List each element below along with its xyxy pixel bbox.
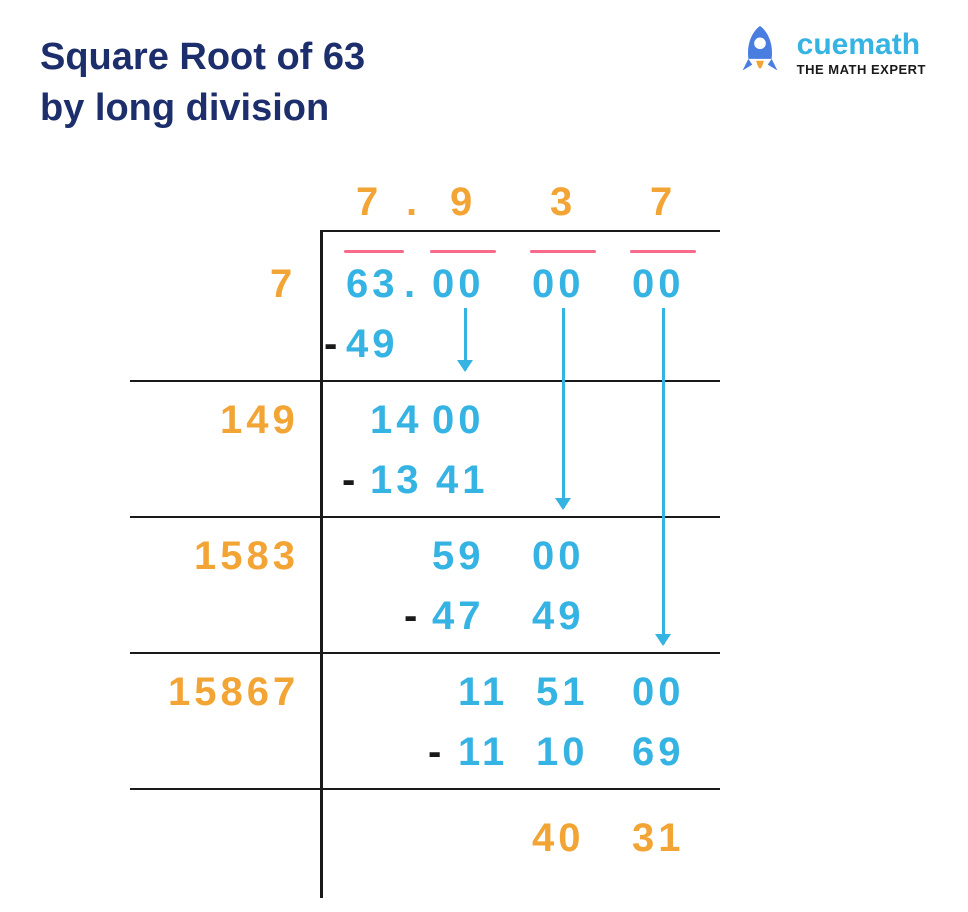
sub-1: 49	[346, 322, 399, 367]
sub4b: 10	[536, 730, 589, 775]
rem2a: 14	[370, 398, 423, 443]
rocket-icon	[729, 22, 791, 84]
long-division-diagram: 7 . 9 3 7 63 . 00 00 00 7 - 49 149 14 00…	[110, 180, 830, 900]
minus-4: -	[428, 730, 441, 775]
logo-tagline: THE MATH EXPERT	[797, 62, 926, 77]
sub4c: 69	[632, 730, 685, 775]
step-line-1	[130, 380, 720, 382]
divisor-2: 149	[220, 398, 299, 443]
minus-1: -	[324, 322, 337, 367]
final-a: 40	[532, 816, 585, 861]
quotient-d2: 9	[450, 180, 476, 225]
sub4a: 11	[458, 730, 508, 775]
dividend-p1: 63	[346, 262, 399, 307]
division-top-line	[320, 230, 720, 232]
step-line-3	[130, 652, 720, 654]
rem4a: 11	[458, 670, 508, 715]
step-line-4	[130, 788, 720, 790]
rem3a: 59	[432, 534, 485, 579]
title-line2: by long division	[40, 87, 329, 129]
quotient-dot: .	[406, 180, 421, 225]
sub2a: 13	[370, 458, 423, 503]
brand-logo: cuemath THE MATH EXPERT	[729, 22, 926, 84]
pair-underline-1	[344, 250, 404, 253]
divisor-4: 15867	[168, 670, 299, 715]
quotient-d3: 3	[550, 180, 576, 225]
title-line1: Square Root of 63	[40, 36, 365, 78]
divisor-3: 1583	[194, 534, 299, 579]
logo-brand: cuemath	[797, 30, 926, 60]
dividend-p3: 00	[532, 262, 585, 307]
pair-underline-2	[430, 250, 496, 253]
sub2b: 41	[436, 458, 489, 503]
rem4c: 00	[632, 670, 685, 715]
pair-underline-4	[630, 250, 696, 253]
pair-underline-3	[530, 250, 596, 253]
arrow-3	[662, 308, 665, 644]
step-line-2	[130, 516, 720, 518]
minus-2: -	[342, 458, 355, 503]
sub3b: 49	[532, 594, 585, 639]
sub3a: 47	[432, 594, 485, 639]
dividend-p2: 00	[432, 262, 485, 307]
dividend-dot: .	[404, 262, 419, 307]
arrow-1	[464, 308, 467, 370]
divisor-1: 7	[270, 262, 296, 307]
minus-3: -	[404, 594, 417, 639]
rem3b: 00	[532, 534, 585, 579]
rem4b: 51	[536, 670, 589, 715]
page-title: Square Root of 63 by long division	[40, 32, 365, 135]
rem2b: 00	[432, 398, 485, 443]
quotient-d4: 7	[650, 180, 676, 225]
quotient-d1: 7	[356, 180, 382, 225]
arrow-2	[562, 308, 565, 508]
division-vertical-line	[320, 230, 323, 898]
final-b: 31	[632, 816, 685, 861]
dividend-p4: 00	[632, 262, 685, 307]
